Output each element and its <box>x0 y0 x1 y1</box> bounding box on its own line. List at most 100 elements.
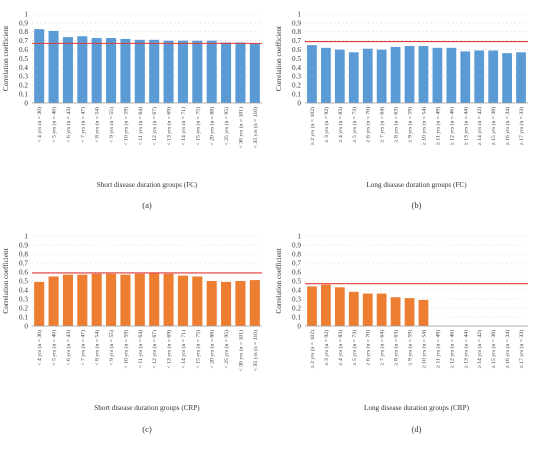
x-tick-label: ≥ 14 yrs (n = 42) <box>476 107 483 146</box>
bar <box>91 38 102 103</box>
x-tick-label: ≥ 15 yrs (n = 38) <box>490 330 497 369</box>
x-tick-label: ≥ 4 yrs (n = 83) <box>337 107 344 143</box>
x-tick-label: < 10 yrs (n = 59) <box>122 330 129 369</box>
panel-label: (a) <box>142 200 152 210</box>
x-tick-label: < 8 yrs (n = 54) <box>94 107 101 143</box>
y-tick-label: 0.1 <box>292 91 301 99</box>
bar <box>321 284 331 326</box>
x-tick-label: < 15 yrs (n = 75) <box>194 107 201 146</box>
y-tick-label: 1 <box>297 232 301 240</box>
y-tick-label: 0.9 <box>19 19 28 27</box>
x-tick-label: ≥ 2 yrs (n = 102) <box>309 107 316 146</box>
x-tick-label: ≥ 4 yrs (n = 83) <box>337 330 344 366</box>
x-tick-label: ≥ 16 yrs (n = 34) <box>504 107 511 146</box>
bar <box>149 272 160 326</box>
y-tick-label: 0.1 <box>19 313 28 321</box>
y-tick-label: 0.7 <box>292 259 301 267</box>
bar <box>432 47 443 103</box>
bar <box>120 274 131 326</box>
bar <box>62 274 73 326</box>
bar <box>474 50 485 103</box>
x-tick-label: < 11 yrs (n = 64) <box>137 107 144 145</box>
x-tick-label: < 9 yrs (n = 55) <box>108 107 115 143</box>
bar <box>418 299 429 326</box>
bar <box>249 280 260 326</box>
x-axis-title: Short disease duration groups (CRP) <box>94 404 200 412</box>
y-tick-label: 0 <box>297 322 301 330</box>
bar <box>376 293 387 326</box>
x-tick-label: ≥ 6 yrs (n = 70) <box>365 330 372 366</box>
x-tick-label: ≥ 10 yrs (n = 54) <box>420 107 427 146</box>
bar <box>307 286 317 326</box>
y-tick-label: 0.6 <box>292 268 301 276</box>
x-tick-label: ≥ 9 yrs (n = 59) <box>407 107 414 143</box>
x-tick-label: ≥ 3 yrs (n = 92) <box>323 330 330 366</box>
bar <box>192 276 203 326</box>
y-tick-label: 0.4 <box>292 64 301 72</box>
x-tick-label: < 35 yrs (n = 110) <box>252 107 259 148</box>
bar <box>235 281 246 326</box>
bar <box>446 47 457 103</box>
y-tick-label: 0.5 <box>19 277 28 285</box>
bar <box>34 281 45 326</box>
bar <box>48 30 59 103</box>
panel-label: (d) <box>412 424 422 434</box>
y-tick-label: 0.4 <box>292 286 301 294</box>
bar <box>249 43 260 103</box>
x-tick-label: < 25 yrs (n = 95) <box>223 107 230 146</box>
bar <box>192 40 203 103</box>
x-axis-title: Long disease duration groups (CRP) <box>364 404 470 412</box>
x-axis-title: Short disease duration groups (FC) <box>97 181 198 189</box>
y-axis-title: Correlation coefficient <box>275 26 283 91</box>
x-tick-label: < 20 yrs (n = 88) <box>209 330 216 369</box>
x-tick-label: ≥ 8 yrs (n = 63) <box>393 330 400 366</box>
bar <box>418 46 429 103</box>
bar <box>163 40 174 103</box>
bar <box>390 46 401 103</box>
bar <box>488 50 499 103</box>
x-tick-label: < 20 yrs (n = 88) <box>209 107 216 146</box>
x-tick-label: < 11 yrs (n = 64) <box>137 330 144 368</box>
bar <box>221 281 232 326</box>
y-tick-label: 0.5 <box>19 55 28 63</box>
x-tick-label: < 12 yrs (n = 67) <box>151 330 158 369</box>
y-tick-label: 0 <box>24 322 28 330</box>
y-axis-title: Correlation coefficient <box>275 248 283 313</box>
x-tick-label: < 12 yrs (n = 67) <box>151 107 158 146</box>
x-tick-label: ≥ 12 yrs (n = 46) <box>448 330 455 369</box>
bar <box>348 291 359 326</box>
bar <box>516 52 526 103</box>
chart-panel: 00.10.20.30.40.50.60.70.80.91 ≥ 2 yrs (n … <box>275 10 528 210</box>
y-tick-label: 0.9 <box>292 19 301 27</box>
x-tick-label: < 4 yrs (n = 30) <box>36 330 43 366</box>
x-tick-label: ≥ 13 yrs (n = 44) <box>462 107 469 146</box>
x-tick-label: ≥ 9 yrs (n = 59) <box>407 330 414 366</box>
bar <box>334 49 345 103</box>
x-tick-label: < 6 yrs (n = 43) <box>65 330 72 366</box>
y-tick-label: 0.1 <box>292 313 301 321</box>
y-tick-label: 0.2 <box>292 82 301 90</box>
y-tick-label: 0.5 <box>292 55 301 63</box>
bar <box>221 42 232 103</box>
y-tick-label: 0.4 <box>19 286 28 294</box>
bar <box>106 38 117 103</box>
bar <box>206 40 217 103</box>
chart-panel: 00.10.20.30.40.50.60.70.80.91 < 4 yrs (n … <box>2 232 262 434</box>
x-tick-label: ≥ 13 yrs (n = 44) <box>462 330 469 369</box>
x-tick-label: < 4 yrs (n = 30) <box>36 107 43 143</box>
y-tick-label: 0.2 <box>292 304 301 312</box>
bar <box>362 48 373 103</box>
bar <box>404 46 415 103</box>
x-tick-label: ≥ 11 yrs (n = 49) <box>434 107 441 145</box>
y-tick-label: 0.8 <box>292 250 301 258</box>
y-tick-label: 0.2 <box>19 304 28 312</box>
y-tick-label: 1 <box>24 10 28 18</box>
x-tick-label: ≥ 10 yrs (n = 54) <box>420 330 427 369</box>
y-tick-label: 0.7 <box>292 37 301 45</box>
bar <box>362 293 373 326</box>
panel-label: (b) <box>412 200 422 210</box>
y-tick-label: 0.3 <box>292 73 301 81</box>
bar <box>502 53 512 103</box>
